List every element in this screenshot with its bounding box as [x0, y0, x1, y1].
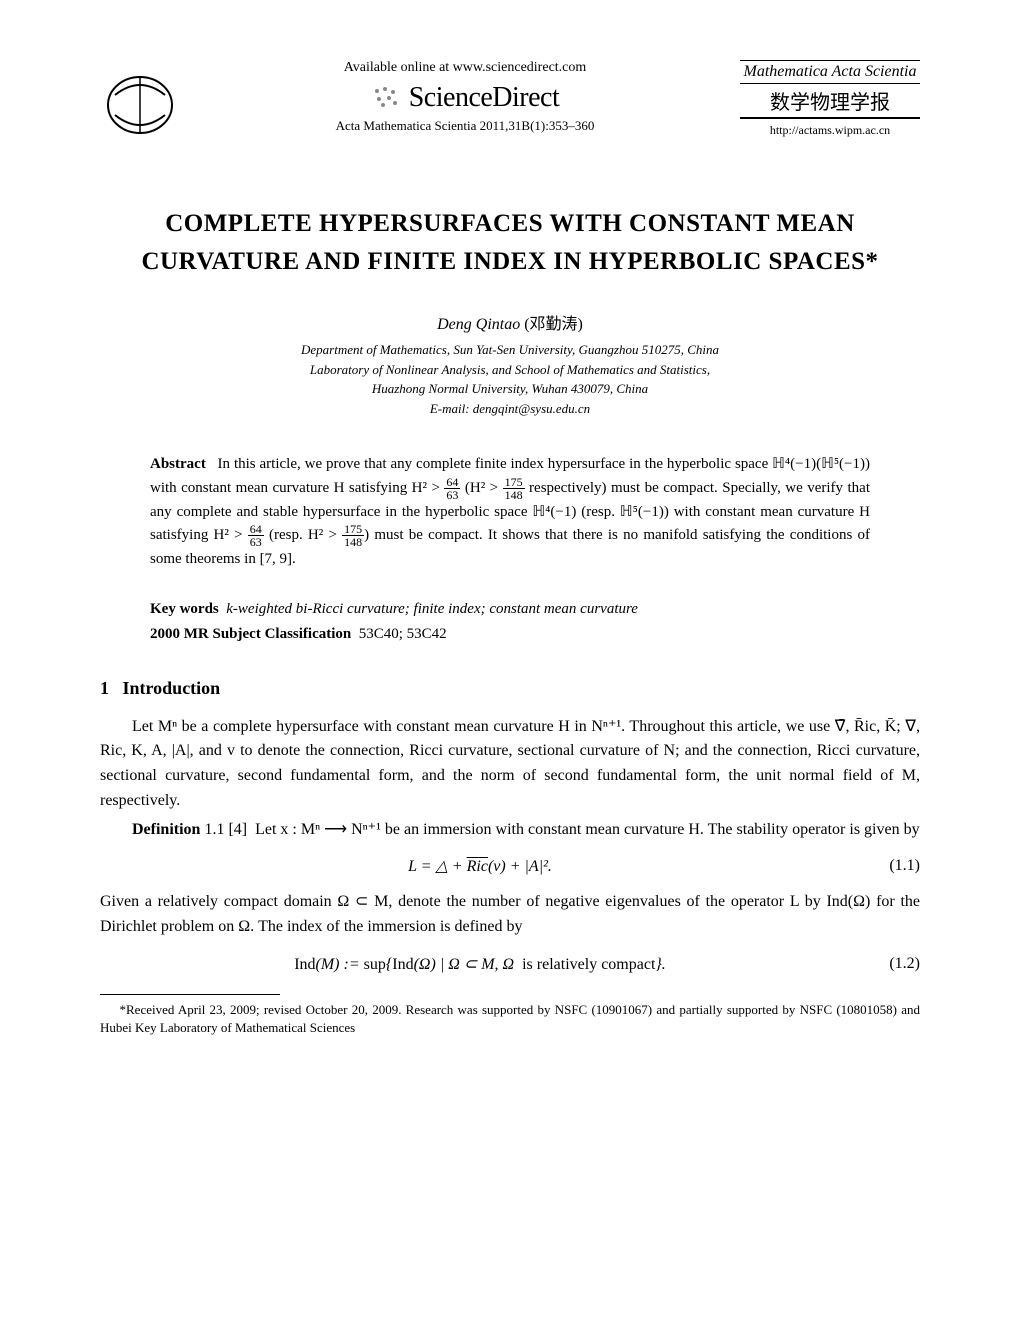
intro-paragraph-1: Let Mⁿ be a complete hypersurface with c… — [100, 715, 920, 814]
page-header: Available online at www.sciencedirect.co… — [100, 60, 920, 145]
fraction-4: 175148 — [342, 523, 364, 548]
fraction-2: 175148 — [503, 476, 525, 501]
header-center: Available online at www.sciencedirect.co… — [190, 60, 740, 134]
section-title: Introduction — [123, 678, 221, 698]
classification-label: 2000 MR Subject Classification — [150, 626, 351, 642]
equation-1-2-content: Ind(M) := sup{Ind(Ω) | Ω ⊂ M, Ω is relat… — [100, 954, 860, 974]
keywords-text: k-weighted bi-Ricci curvature; finite in… — [226, 601, 638, 617]
section-number: 1 — [100, 678, 109, 698]
sciencedirect-label: ScienceDirect — [409, 82, 560, 114]
sciencedirect-brand: ScienceDirect — [210, 82, 720, 114]
journal-logo-text: Mathematica Acta Scientia — [740, 60, 920, 84]
journal-chinese-title: 数学物理学报 — [740, 84, 920, 119]
abstract-text-4: (resp. H² > — [264, 527, 342, 543]
page-container: Available online at www.sciencedirect.co… — [0, 0, 1020, 1087]
equation-1-2: Ind(M) := sup{Ind(Ω) | Ω ⊂ M, Ω is relat… — [100, 954, 920, 974]
footnote-text: *Received April 23, 2009; revised Octobe… — [100, 1001, 920, 1037]
publisher-logo-area — [100, 60, 190, 145]
available-online-text: Available online at www.sciencedirect.co… — [210, 60, 720, 76]
sciencedirect-icon — [371, 85, 401, 111]
author-chinese: (邓勤涛) — [524, 316, 583, 333]
email-label: E-mail: — [430, 401, 470, 416]
footnote-separator — [100, 994, 280, 995]
author-name: Deng Qintao — [437, 316, 520, 333]
equation-1-1-number: (1.1) — [860, 857, 920, 875]
keywords-label: Key words — [150, 601, 219, 617]
definition-label: Definition — [132, 821, 200, 838]
affiliation-block: Department of Mathematics, Sun Yat-Sen U… — [100, 340, 920, 418]
affiliation-line1: Department of Mathematics, Sun Yat-Sen U… — [301, 342, 719, 357]
fraction-3: 6463 — [248, 523, 264, 548]
article-title: COMPLETE HYPERSURFACES WITH CONSTANT MEA… — [100, 205, 920, 280]
definition-text: Let x : Mⁿ ⟶ Nⁿ⁺¹ be an immersion with c… — [255, 821, 919, 838]
definition-1-1: Definition 1.1 [4] Let x : Mⁿ ⟶ Nⁿ⁺¹ be … — [100, 818, 920, 843]
equation-1-1-content: L = △ + Ric(v) + |A|². — [100, 856, 860, 876]
definition-number: 1.1 [4] — [204, 821, 247, 838]
email-address: dengqint@sysu.edu.cn — [473, 401, 590, 416]
abstract-label: Abstract — [150, 456, 206, 472]
journal-url: http://actams.wipm.ac.cn — [740, 123, 920, 138]
fraction-1: 6463 — [444, 476, 460, 501]
journal-citation: Acta Mathematica Scientia 2011,31B(1):35… — [210, 118, 720, 134]
equation-1-2-number: (1.2) — [860, 955, 920, 973]
classification-block: 2000 MR Subject Classification 53C40; 53… — [150, 626, 870, 643]
author-line: Deng Qintao (邓勤涛) — [100, 310, 920, 334]
affiliation-line3: Huazhong Normal University, Wuhan 430079… — [372, 381, 648, 396]
equation-1-1: L = △ + Ric(v) + |A|². (1.1) — [100, 856, 920, 876]
affiliation-line2: Laboratory of Nonlinear Analysis, and Sc… — [310, 362, 710, 377]
keywords-block: Key words k-weighted bi-Ricci curvature;… — [150, 601, 870, 618]
intro-paragraph-2: Given a relatively compact domain Ω ⊂ M,… — [100, 890, 920, 940]
classification-text: 53C40; 53C42 — [359, 626, 447, 642]
elsevier-logo-icon — [100, 60, 180, 140]
abstract-text-2: (H² > — [460, 479, 502, 495]
abstract-block: Abstract In this article, we prove that … — [150, 453, 870, 571]
journal-logo-area: Mathematica Acta Scientia 数学物理学报 http://… — [740, 60, 920, 138]
section-1-heading: 1 Introduction — [100, 678, 920, 699]
